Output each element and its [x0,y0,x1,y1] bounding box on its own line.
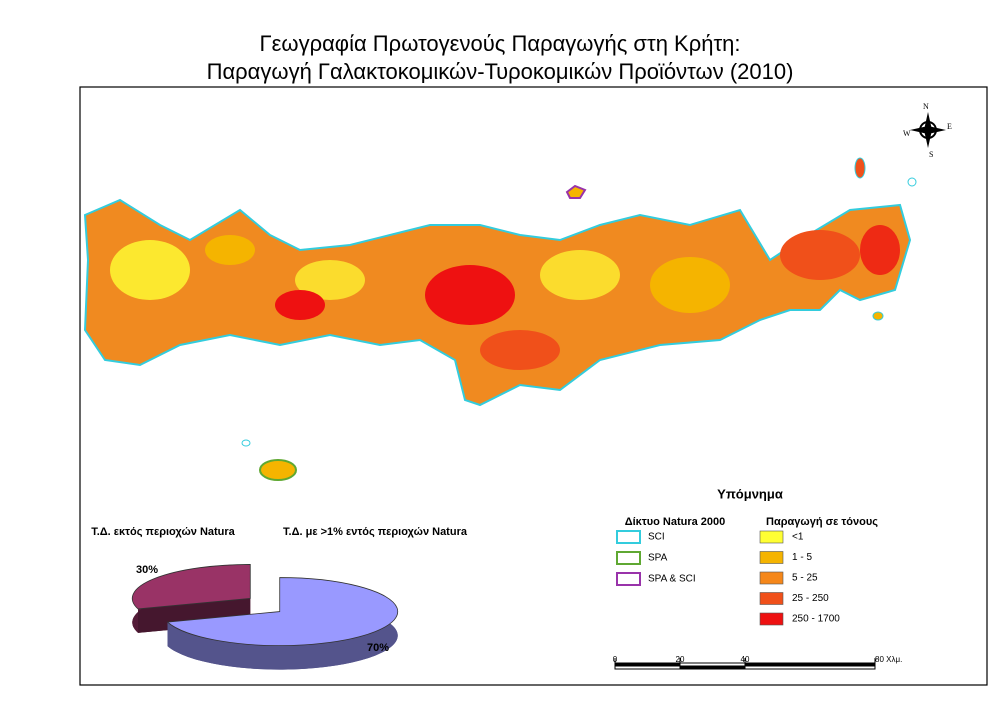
map-patch [780,230,860,280]
legend-label: SCI [648,532,665,543]
pie-category-label: Τ.Δ. με >1% εντός περιοχών Natura [283,526,468,538]
compass-needle [910,126,946,134]
legend-swatch [616,572,641,586]
legend-swatch [759,571,784,585]
compass: N E S W [903,102,952,159]
islet [241,439,251,447]
legend-label: SPA [648,553,668,564]
legend-group-title: Δίκτυο Natura 2000 [625,516,726,528]
pie-slice [131,564,251,610]
compass-letter: E [947,122,952,131]
map-patch [295,260,365,300]
legend-label: 250 - 1700 [792,614,840,625]
islet [907,177,917,187]
map-patch [540,250,620,300]
compass-letter: W [903,129,911,138]
map-patch [650,257,730,313]
pie-value-label: 70% [367,642,389,654]
legend-swatch [759,592,784,605]
crete-map [83,157,917,481]
map-patch [480,330,560,370]
title-line: Γεωγραφία Πρωτογενούς Παραγωγής στη Κρήτ… [259,31,740,56]
pie-category-label: Τ.Δ. εκτός περιοχών Natura [91,526,235,538]
pie-chart [131,564,399,670]
compass-letter: S [929,150,933,159]
title-line: Παραγωγή Γαλακτοκομικών-Τυροκομικών Προϊ… [207,59,794,84]
legend-label: 5 - 25 [792,573,818,584]
legend-label: 1 - 5 [792,552,812,563]
islet [872,311,884,321]
islet [854,157,866,179]
legend-swatch [616,551,641,565]
pie-slice [166,577,399,646]
legend-label: <1 [792,532,804,543]
scale-bar: 0 20 40 80 Χλμ. [613,655,902,670]
map-patch [205,235,255,265]
islet [565,184,587,199]
scale-segment [614,665,681,670]
legend: SCI SPA SPA & SCI <1 1 - 5 5 - 25 25 - 250 250 … [616,530,840,626]
scale-label: 80 Χλμ. [875,655,902,664]
legend-swatch [759,612,784,626]
legend-swatch [759,551,784,564]
scale-segment [679,665,746,670]
map-frame [79,86,988,686]
legend-swatch [759,530,784,544]
scale-label: 20 [676,655,685,664]
map-patch [275,290,325,320]
compass-letter: N [923,102,929,111]
scale-label: 40 [741,655,750,664]
islet [259,459,297,481]
pie-value-label: 30% [136,564,158,576]
map-patch [425,265,515,325]
map-patch [110,240,190,300]
map-patch [860,225,900,275]
legend-group-title: Παραγωγή σε τόνους [766,516,878,528]
scale-segment [744,665,876,670]
legend-title: Υπόμνημα [717,486,783,501]
scale-label: 0 [613,655,618,664]
legend-label: 25 - 250 [792,593,829,604]
legend-swatch [616,530,641,544]
legend-label: SPA & SCI [648,574,696,585]
